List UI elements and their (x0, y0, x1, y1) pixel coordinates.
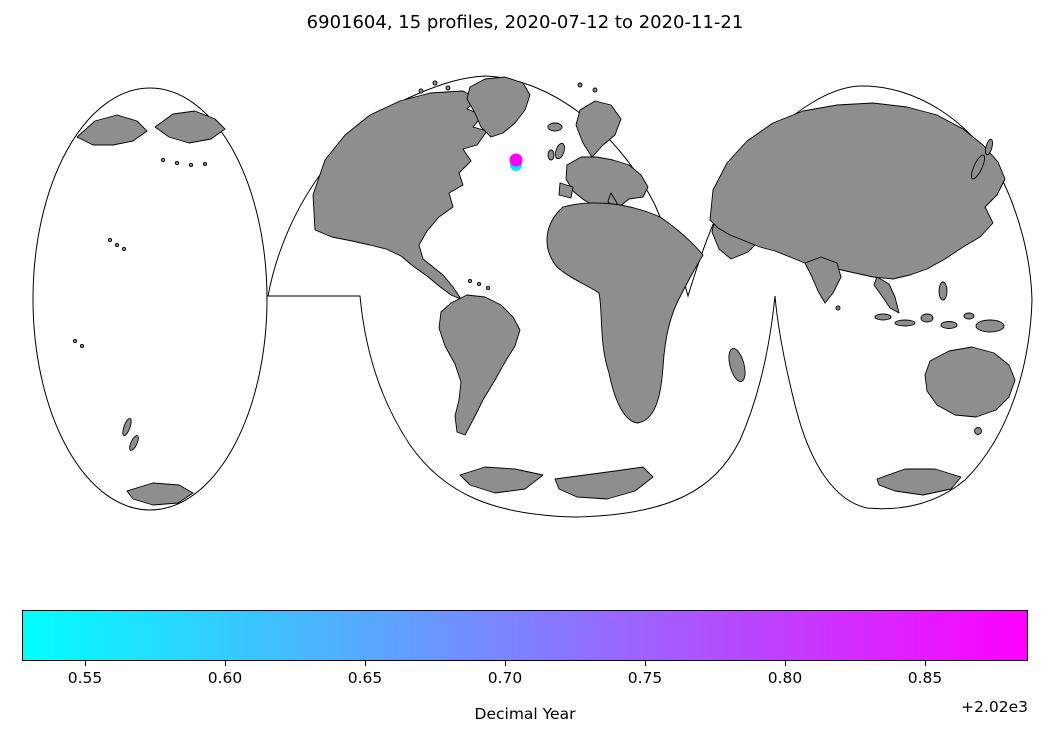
island-dot-caribbean-1 (467, 278, 473, 284)
landmass-alaska-pacific (154, 110, 226, 144)
colorbar-tick-label: 0.85 (907, 669, 943, 687)
colorbar-tick-label: 0.65 (347, 669, 383, 687)
landmass-madagascar (728, 348, 746, 382)
landmass-africa (546, 202, 704, 424)
small-islands (72, 80, 841, 349)
figure-title: 6901604, 15 profiles, 2020-07-12 to 2020… (306, 12, 744, 33)
left-lobe-outline (32, 87, 268, 511)
world-map-svg (32, 75, 1033, 518)
island-dot-aleutian-4 (202, 161, 208, 167)
landmass-timor (963, 312, 975, 320)
landmass-europe (565, 156, 649, 208)
landmass-great-britain (555, 142, 565, 160)
landmass-asia (709, 102, 1006, 280)
landmass-japan-honshu (970, 154, 986, 180)
landmass-sumatra (874, 313, 892, 321)
landmass-new-guinea (975, 319, 1005, 333)
island-dot-svalbard-2 (592, 87, 598, 93)
landmass-india (804, 256, 842, 304)
landmass-borneo (920, 313, 934, 323)
landmass-antarctica-right (876, 468, 962, 496)
colorbar-tick-label: 0.60 (207, 669, 243, 687)
landmass-iceland (547, 122, 563, 132)
colorbar-tick-mark (505, 661, 507, 666)
island-dot-caribbean-2 (476, 281, 482, 287)
landmass-scandinavia (575, 100, 622, 158)
colorbar-tick-mark (225, 661, 227, 666)
landmass-australia (924, 346, 1016, 418)
island-dot-arctic-1 (432, 80, 438, 86)
island-dot-caribbean-3 (485, 285, 491, 291)
colorbar-offset-text: +2.02e3 (961, 698, 1028, 716)
island-dot-arctic-2 (445, 85, 451, 91)
landmass-philippines (938, 281, 948, 301)
landmass-ireland (547, 149, 555, 161)
profile-marker-latest (509, 153, 523, 167)
colorbar-tick-label: 0.75 (627, 669, 663, 687)
island-dot-aleutian-3 (188, 162, 194, 168)
landmass-siberia-pacific (76, 114, 148, 146)
island-dot-sri-lanka (835, 305, 841, 311)
landmass-sulawesi (940, 321, 958, 329)
colorbar-tick-mark (925, 661, 927, 666)
landmass-north-america (312, 90, 488, 300)
island-dot-fiji-2 (79, 343, 85, 349)
landmass-southeast-asia (873, 276, 900, 314)
colorbar-tick-mark (365, 661, 367, 666)
island-dot-hawaii-1 (107, 237, 113, 243)
island-dot-hawaii-3 (121, 246, 127, 252)
landmass-south-america (438, 294, 521, 436)
landmass-java (894, 319, 916, 327)
colorbar-tick-mark (645, 661, 647, 666)
colorbar-tick-label: 0.80 (767, 669, 803, 687)
island-dot-hawaii-2 (114, 242, 120, 248)
colorbar-gradient (22, 610, 1028, 661)
island-dot-aleutian-1 (160, 157, 166, 163)
colorbar-tick-label: 0.70 (487, 669, 523, 687)
colorbar-tick-mark (785, 661, 787, 666)
landmass-antarctica-center-2 (554, 466, 654, 500)
landmass-antarctica-left (126, 482, 194, 506)
landmass-japan-hokkaido (984, 138, 994, 156)
landmass-greenland (466, 76, 531, 138)
landmass-iberia (558, 182, 574, 199)
profile-markers (509, 153, 523, 171)
island-dot-arctic-3 (418, 88, 424, 94)
landmasses (72, 76, 1016, 506)
landmass-new-zealand-south (129, 435, 139, 451)
island-dot-svalbard-1 (577, 82, 583, 88)
landmass-new-zealand-north (122, 418, 132, 436)
island-dot-aleutian-2 (174, 160, 180, 166)
landmass-antarctica-center-1 (459, 466, 544, 494)
island-dot-fiji-1 (72, 338, 78, 344)
colorbar-tick-label: 0.55 (67, 669, 103, 687)
landmass-tasmania (974, 427, 982, 435)
colorbar-tick-mark (85, 661, 87, 666)
colorbar-axis-label: Decimal Year (474, 705, 576, 723)
